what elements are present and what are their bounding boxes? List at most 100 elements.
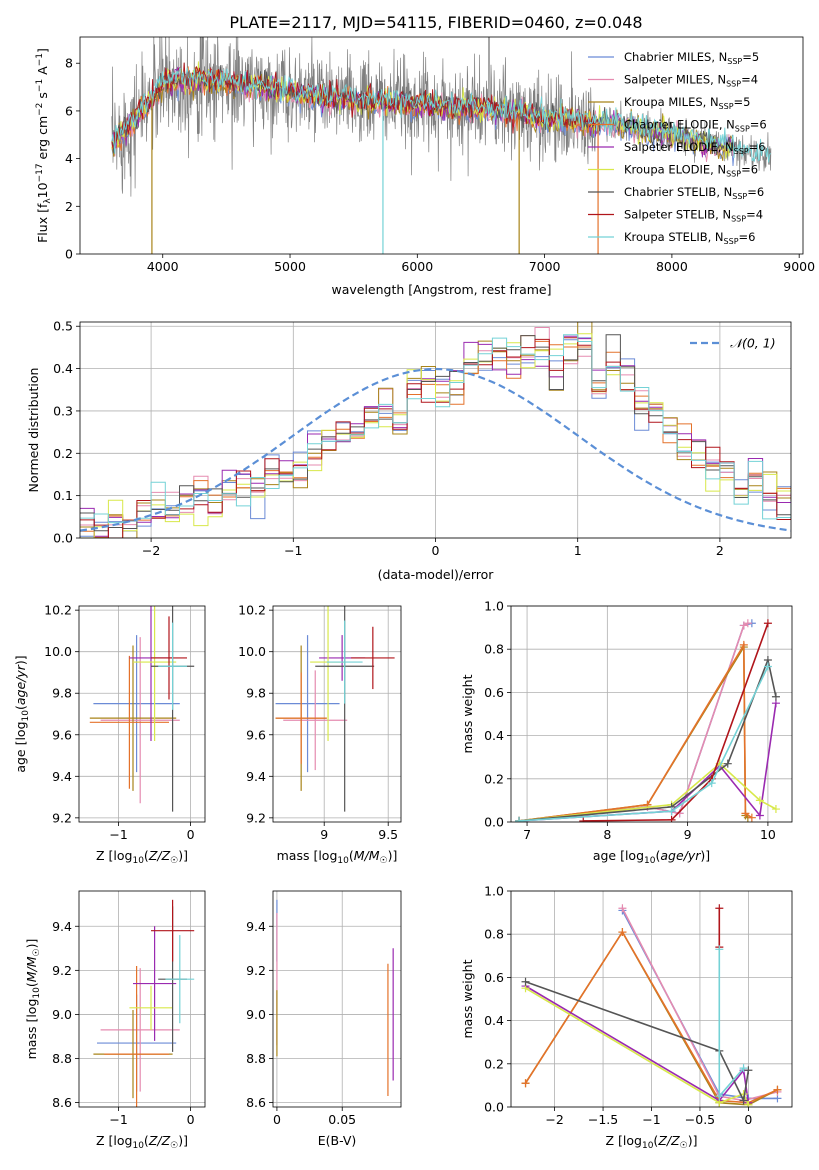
y-tick-label: 0.5 [53, 319, 73, 334]
mass-weight-marker [763, 662, 772, 671]
axis-label-part: age [log [593, 848, 644, 863]
x-tick-label: −0.5 [685, 1112, 715, 1127]
axis-label-part: Z/Z [148, 1133, 171, 1148]
axis-label-part: age [log [13, 721, 28, 772]
axis-label-part: mass [log [277, 848, 338, 863]
legend-entry-value: =6 [741, 163, 758, 177]
axis-label-part: ☉ [680, 1141, 688, 1151]
y-tick-label: 0.2 [484, 1056, 504, 1071]
x-tick-label: 10 [760, 827, 776, 842]
axis-label-part: )] [13, 655, 28, 665]
axis-label-part: −1 [35, 53, 45, 66]
legend-entry-sub: SSP [726, 170, 741, 179]
axis-label-part: 10 [132, 856, 144, 866]
y-tick-label: 9.2 [52, 963, 72, 978]
mass-weight-marker [618, 928, 627, 937]
axis-label-part: Z/Z [657, 1133, 680, 1148]
y-tick-label: 0.2 [53, 446, 73, 461]
mass-weight-marker [743, 619, 752, 628]
y-tick-label: 9.4 [246, 769, 266, 784]
legend-entry: Chabrier STELIB, NSSP=6 [624, 185, 764, 201]
axis-label: mass weight [460, 674, 475, 753]
axis-label-part: 10 [21, 710, 31, 722]
plot-area [93, 899, 195, 1107]
legend-entry-sub: SSP [727, 57, 742, 66]
mass-weight-marker [667, 815, 676, 822]
axes-frame [78, 890, 206, 1108]
legend-entry-label: Kroupa MILES, N [624, 95, 719, 109]
axis-label-part: erg cm [35, 116, 50, 164]
mass-weight-marker [521, 1079, 530, 1088]
axis-label-part: mass weight [460, 674, 475, 753]
axis-label-part: )] [24, 939, 39, 949]
axis-label-part: ( [13, 705, 28, 710]
axis-label: mass [log10​(M/M☉​)] [24, 939, 42, 1060]
legend-entry: Kroupa MILES, NSSP=5 [624, 95, 750, 111]
axis-label-part: λ [43, 198, 53, 204]
x-tick-label: −1 [642, 1112, 660, 1127]
axis-label: mass [log10​(M/M☉​)] [277, 848, 398, 866]
mass-weight-marker [515, 816, 524, 822]
legend-entry-sub: SSP [734, 147, 749, 156]
legend-entry-value: =4 [746, 208, 763, 222]
legend-entry-sub: SSP [724, 237, 739, 246]
legend-entry-sub: SSP [719, 102, 734, 111]
mass-weight-marker [763, 619, 772, 628]
legend-entry-sub: SSP [726, 80, 741, 89]
legend-entry-label: Salpeter ELODIE, N [624, 140, 734, 154]
y-tick-label: 4 [65, 151, 73, 166]
y-tick-label: 10.0 [44, 644, 72, 659]
axis-label-part: ( [655, 848, 660, 863]
axis-label-part: 10 [35, 182, 50, 198]
x-tick-label: 0 [187, 827, 195, 842]
legend-entry: Kroupa ELODIE, NSSP=6 [624, 163, 758, 179]
mass-weight-series-0 [518, 622, 753, 822]
y-tick-label: 0.0 [53, 531, 73, 546]
mass-weight-series-3 [518, 642, 753, 822]
y-tick-label: 9.4 [52, 919, 72, 934]
legend-entry-value: =5 [742, 50, 759, 64]
y-tick-label: 9.8 [52, 686, 72, 701]
legend-entry-sub: SSP [732, 192, 747, 201]
x-tick-label: −2 [142, 543, 160, 558]
axis-label-part: Z/Z [148, 848, 171, 863]
legend-normal-label: 𝒩(0, 1) [730, 336, 776, 351]
y-tick-label: 8.8 [52, 1051, 72, 1066]
legend-entry-label: Salpeter MILES, N [624, 73, 726, 87]
axis-label-part: ☉ [32, 948, 42, 956]
mass-weight-marker [739, 1096, 748, 1105]
axis-label-part: 10 [337, 856, 349, 866]
x-tick-label: 0 [432, 543, 440, 558]
axis-label-part: )] [688, 1133, 698, 1148]
histogram-step-4 [80, 335, 791, 537]
axis-label-part: (data-model)/error [378, 567, 495, 582]
y-tick-label: 8.6 [246, 1095, 266, 1110]
plot-area [275, 606, 395, 812]
y-tick-label: 0.6 [484, 685, 504, 700]
mass-weight-series-6 [525, 980, 750, 1104]
legend-entry: Kroupa STELIB, NSSP=6 [624, 230, 755, 246]
axis-label-part: Flux [f [35, 203, 50, 243]
legend-entry-label: Salpeter STELIB, N [624, 208, 731, 222]
y-tick-label: 0.6 [484, 970, 504, 985]
axis-label-part: −1 [35, 79, 45, 92]
axes-frame [79, 36, 804, 255]
mass-weight-series-1 [518, 622, 749, 822]
y-tick-label: 9.6 [52, 727, 72, 742]
legend-entry-value: =6 [750, 118, 767, 132]
axis-label-part: ] [35, 48, 50, 53]
axis-label-part: −2 [35, 103, 45, 116]
axis-label-part: )] [178, 1133, 188, 1148]
mass-weight-series-5 [525, 987, 750, 1106]
residual-histogram-panel: −2 −1 0 1 2 0.0 0.1 0.2 0.3 0.4 0.5 𝒩(0, 1) (data-mo… [26, 319, 792, 582]
mass-weight-marker [773, 1085, 782, 1094]
legend-entry-value: =4 [741, 73, 758, 87]
x-tick-label: 7000 [529, 259, 561, 274]
histogram-step-6 [80, 334, 791, 532]
axis-label: Z [log10​(Z/Z☉​)] [606, 1133, 698, 1151]
plot-area [80, 322, 791, 538]
axis-label-part: Z [log [606, 1133, 642, 1148]
legend-entry: Salpeter ELODIE, NSSP=6 [624, 140, 766, 156]
y-tick-label: 2 [65, 199, 73, 214]
